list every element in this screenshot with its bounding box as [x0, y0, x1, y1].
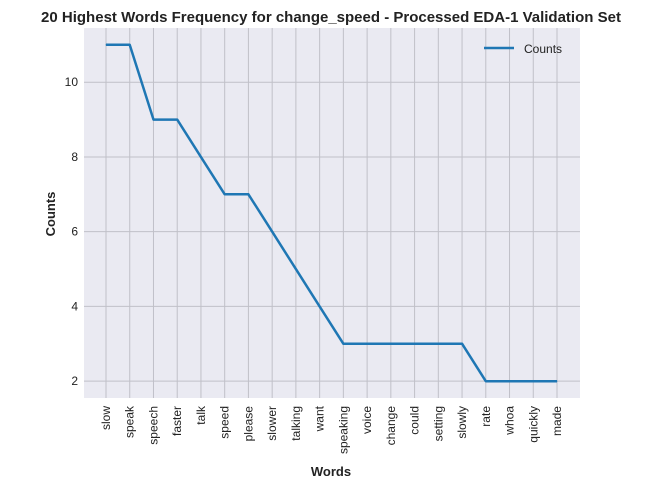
data-point [247, 193, 249, 195]
data-point [485, 380, 487, 382]
data-point [366, 343, 368, 345]
y-axis-label: Counts [43, 192, 58, 237]
x-tick-label: slow [99, 406, 113, 430]
data-point [532, 380, 534, 382]
y-tick-label: 10 [65, 75, 79, 89]
legend-label-counts: Counts [524, 42, 562, 56]
data-point [271, 231, 273, 233]
series-line-counts [106, 43, 557, 383]
y-tick-label: 2 [71, 374, 78, 388]
data-point [224, 193, 226, 195]
chart-title: 20 Highest Words Frequency for change_sp… [41, 9, 621, 26]
x-tick-label: slower [265, 406, 279, 441]
y-tick-label: 6 [71, 225, 78, 239]
y-tick-label: 4 [71, 299, 78, 313]
x-tick-label: change [384, 406, 398, 446]
x-tick-label: quickly [526, 406, 540, 443]
x-axis-label: Words [311, 464, 351, 479]
data-point [509, 380, 511, 382]
x-tick-label: please [241, 406, 255, 442]
x-tick-label: setting [431, 406, 445, 441]
x-tick-label: rate [479, 406, 493, 427]
data-point [129, 44, 131, 46]
data-point [152, 119, 154, 121]
x-tick-label: talking [289, 406, 303, 441]
x-tick-label: could [408, 406, 422, 435]
x-tick-label: voice [360, 406, 374, 434]
data-point [461, 343, 463, 345]
data-point [437, 343, 439, 345]
x-tick-label: speaking [336, 406, 350, 454]
plot-area [84, 28, 580, 398]
grid [84, 28, 580, 398]
data-point [295, 268, 297, 270]
y-tick-labels: 2 4 6 8 10 [65, 75, 79, 388]
data-point [176, 119, 178, 121]
data-point [342, 343, 344, 345]
x-tick-label: talk [194, 405, 208, 425]
data-point [414, 343, 416, 345]
data-point [390, 343, 392, 345]
data-point [105, 44, 107, 46]
x-tick-label: faster [170, 406, 184, 436]
series-layer [105, 43, 558, 383]
x-tick-label: whoa [503, 406, 517, 436]
data-point [200, 156, 202, 158]
x-tick-label: slowly [455, 406, 469, 439]
legend: Counts [484, 42, 562, 56]
data-point [556, 380, 558, 382]
x-tick-label: speed [218, 406, 232, 439]
x-tick-label: made [550, 406, 564, 436]
x-tick-label: speak [123, 405, 137, 438]
y-tick-label: 8 [71, 150, 78, 164]
x-tick-label: speech [147, 406, 161, 445]
x-tick-label: want [313, 405, 327, 432]
data-point [319, 305, 321, 307]
x-tick-labels: slow speak speech faster talk speed please slow… [99, 405, 564, 454]
